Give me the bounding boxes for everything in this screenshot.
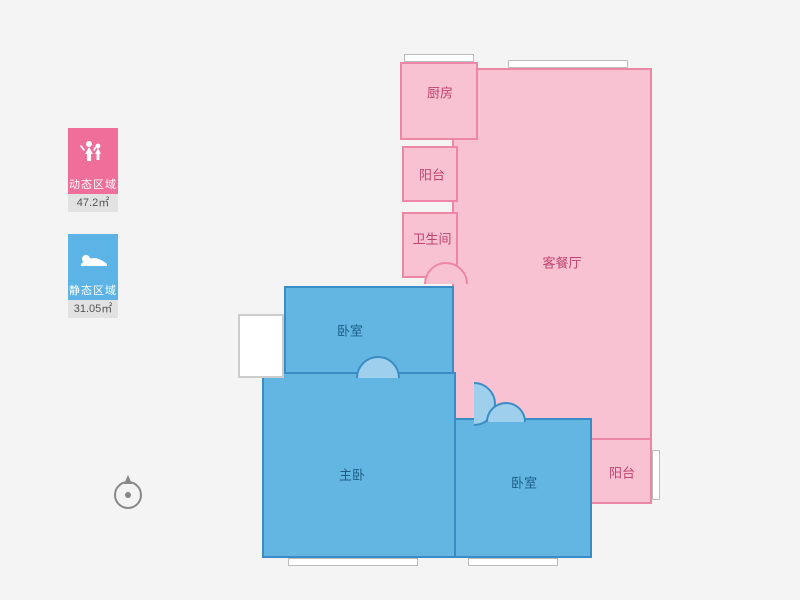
room-label: 阳台	[609, 463, 635, 482]
legend-static-title: 静态区域	[68, 282, 118, 300]
window-bar	[404, 54, 474, 62]
legend-static: 静态区域 31.05㎡	[68, 234, 128, 318]
room-label: 客餐厅	[542, 253, 581, 272]
room-kitchen: 厨房	[400, 62, 478, 140]
room-label: 卫生间	[412, 229, 451, 248]
legend-dynamic-title: 动态区域	[68, 176, 118, 194]
sleep-icon	[68, 234, 118, 282]
legend: 动态区域 47.2㎡ 静态区域 31.05㎡	[68, 128, 128, 340]
room-bed2: 卧室	[454, 418, 592, 558]
room-master: 主卧	[262, 372, 456, 558]
room-stair	[238, 314, 284, 378]
compass-icon	[108, 472, 148, 512]
legend-dynamic-value: 47.2㎡	[68, 194, 118, 212]
room-label: 卧室	[337, 321, 363, 340]
room-label: 卧室	[511, 473, 537, 492]
window-bar	[508, 60, 628, 68]
window-bar	[288, 558, 418, 566]
legend-static-value: 31.05㎡	[68, 300, 118, 318]
room-balcony2: 阳台	[590, 438, 652, 504]
legend-dynamic: 动态区域 47.2㎡	[68, 128, 128, 212]
people-icon	[68, 128, 118, 176]
floor-plan: 客餐厅厨房阳台卫生间阳台卧室主卧卧室	[220, 20, 700, 580]
window-bar	[468, 558, 558, 566]
room-label: 主卧	[339, 465, 365, 484]
room-label: 厨房	[427, 83, 453, 102]
room-balcony1: 阳台	[402, 146, 458, 202]
room-label: 阳台	[419, 165, 445, 184]
window-bar	[652, 450, 660, 500]
